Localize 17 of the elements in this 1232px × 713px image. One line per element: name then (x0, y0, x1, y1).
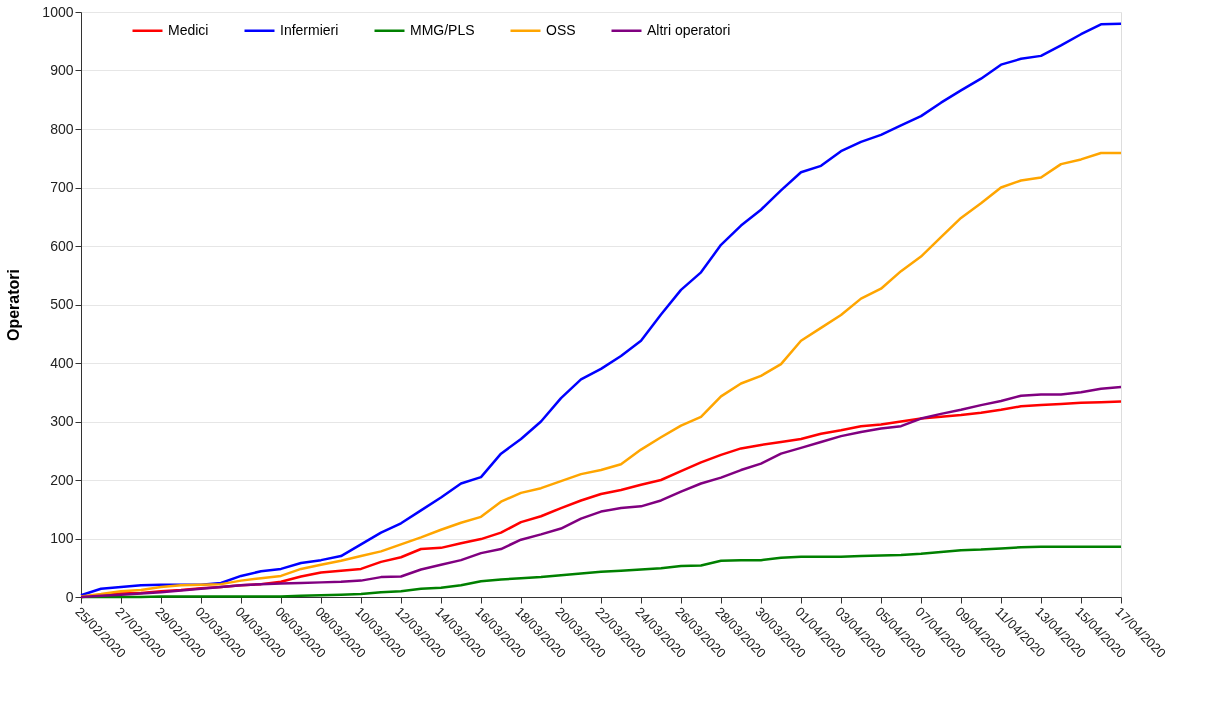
y-tick-label: 900 (50, 62, 74, 78)
y-tick-label: 800 (50, 120, 74, 137)
legend-label: OSS (546, 21, 576, 38)
legend-label: Infermieri (280, 21, 339, 38)
y-tick-label: 100 (50, 530, 74, 546)
legend-label: MMG/PLS (410, 21, 475, 38)
y-tick-label: 300 (50, 413, 74, 429)
y-axis-title: Operatori (5, 268, 23, 342)
y-tick-label: 0 (65, 588, 74, 605)
y-tick-label: 200 (50, 471, 74, 488)
y-tick-label: 1000 (42, 3, 74, 20)
y-tick-label: 400 (50, 354, 74, 371)
y-tick-label: 600 (50, 237, 74, 254)
y-tick-label: 700 (50, 179, 74, 195)
y-tick-label: 500 (50, 296, 74, 312)
legend-label: Medici (168, 21, 209, 38)
legend-label: Altri operatori (647, 21, 731, 38)
